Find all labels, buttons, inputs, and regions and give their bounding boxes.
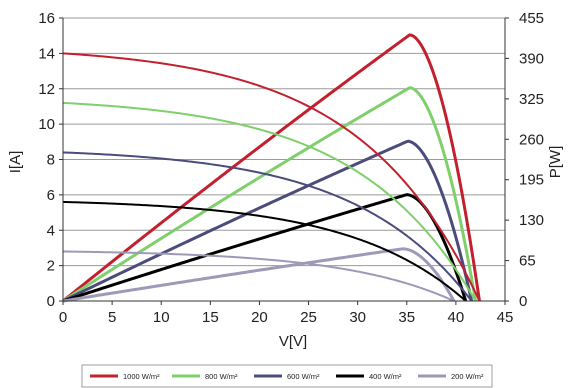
y-tick-label: 6 [47, 187, 55, 204]
y-tick-label: 4 [47, 222, 55, 239]
current-curve-series-5 [62, 250, 455, 302]
legend: 1000 W/m² 800 W/m² 600 W/m² 400 W/m² 200 W/m… [81, 364, 493, 388]
y-tick-label: 2 [47, 258, 55, 275]
legend-label: 200 W/m² [451, 372, 484, 381]
legend-label: 600 W/m² [287, 372, 320, 381]
legend-label: 800 W/m² [205, 372, 238, 381]
x-tick-label: 45 [497, 309, 514, 326]
legend-box [81, 364, 493, 388]
grid-lines [63, 17, 505, 267]
x-tick-label: 10 [153, 309, 170, 326]
y-axis-title: I[A] [7, 151, 24, 174]
y-tick-label: 14 [38, 45, 55, 62]
y2-axis-title: P[W] [547, 146, 564, 179]
power-curve-series-4 [62, 193, 468, 303]
legend-label: 400 W/m² [369, 372, 402, 381]
x-tick-label: 20 [251, 309, 268, 326]
y-tick-label: 16 [38, 10, 55, 27]
tick-labels: 0 5 10 15 20 25 30 35 40 45 0 2 4 6 8 10 12 14 16 0 65 130 195… [38, 10, 544, 326]
y2-tick-label: 390 [519, 50, 544, 67]
current-curve-series-4 [62, 200, 467, 302]
power-curve-series-1 [62, 33, 481, 303]
current-curve-series-3 [62, 151, 473, 302]
legend-label: 1000 W/m² [123, 372, 160, 381]
x-tick-label: 25 [300, 309, 317, 326]
current-curve-series-2 [62, 101, 477, 302]
x-tick-label: 35 [398, 309, 415, 326]
y2-tick-label: 260 [519, 131, 544, 148]
y2-tick-label: 65 [519, 253, 536, 270]
power-curve-series-3 [62, 139, 474, 303]
y2-tick-label: 455 [519, 10, 544, 27]
data-curves [62, 33, 481, 303]
x-tick-label: 0 [59, 309, 67, 326]
x-tick-label: 30 [349, 309, 366, 326]
y2-tick-label: 0 [519, 293, 527, 310]
x-tick-label: 5 [108, 309, 116, 326]
x-axis-title: V[V] [279, 333, 307, 350]
y2-tick-label: 325 [519, 91, 544, 108]
power-curve-series-5 [62, 247, 456, 303]
x-tick-label: 15 [202, 309, 219, 326]
current-curve-series-1 [62, 52, 481, 302]
y-tick-label: 12 [38, 81, 55, 98]
power-curve-series-2 [62, 86, 478, 303]
x-tick-label: 40 [448, 309, 465, 326]
y-tick-label: 10 [38, 116, 55, 133]
y2-tick-label: 130 [519, 212, 544, 229]
y2-tick-label: 195 [519, 172, 544, 189]
axes [59, 17, 509, 305]
y-tick-label: 0 [47, 293, 55, 310]
y-tick-label: 8 [47, 152, 55, 169]
